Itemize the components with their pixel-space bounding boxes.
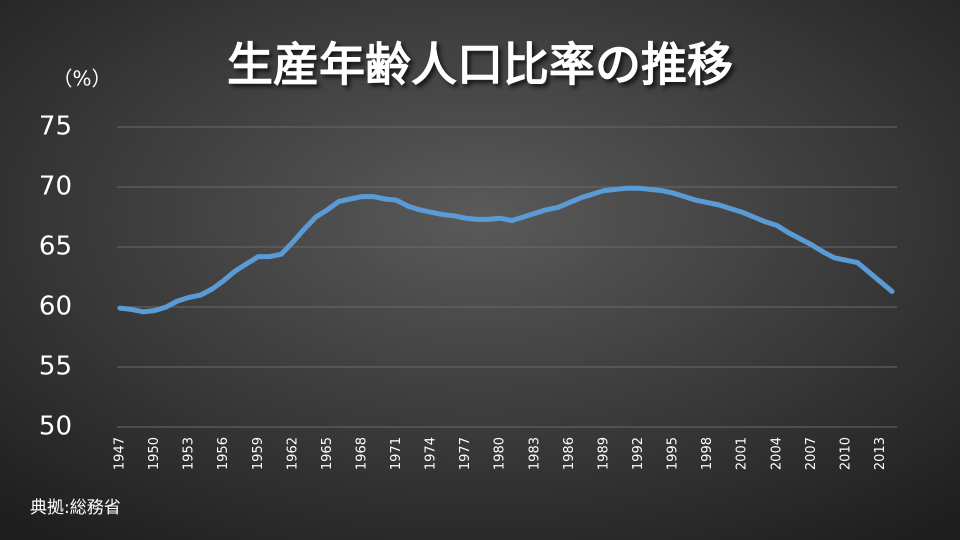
x-tick-label: 2001 (735, 437, 750, 470)
x-tick-label: 2010 (838, 437, 853, 470)
data-line (117, 185, 895, 315)
y-axis-label: （%） (52, 67, 111, 91)
x-tick-label: 1980 (493, 437, 508, 470)
x-tick-label: 1956 (216, 437, 231, 470)
x-tick-label: 1977 (458, 437, 473, 470)
x-tick-label: 2007 (804, 437, 819, 470)
x-tick-label: 2013 (873, 437, 888, 470)
x-tick-label: 1995 (666, 437, 681, 470)
source: 典拠:総務省 (30, 498, 121, 518)
x-tick-label: 1953 (182, 437, 197, 470)
x-tick-label: 1989 (596, 437, 611, 470)
x-tick-label: 2004 (769, 437, 784, 470)
x-tick-label: 1950 (147, 437, 162, 470)
x-tick-label: 1962 (285, 437, 300, 470)
x-tick-label: 1974 (424, 437, 439, 470)
x-tick-label: 1992 (631, 437, 646, 470)
y-tick-label: 70 (39, 172, 72, 202)
y-tick-label: 55 (39, 352, 72, 382)
x-tick-label: 1965 (320, 437, 335, 470)
y-tick-label: 60 (39, 292, 72, 322)
y-tick-label: 75 (39, 112, 72, 142)
x-tick-label: 1947 (113, 437, 128, 470)
x-tick-label: 1986 (562, 437, 577, 470)
chart-title: 生産年齢人口比率の推移 (227, 38, 733, 92)
y-tick-label: 65 (39, 232, 72, 262)
y-tick-label: 50 (39, 412, 72, 442)
x-tick-label: 1968 (354, 437, 369, 470)
x-tick-label: 1971 (389, 437, 404, 470)
x-tick-label: 1998 (700, 437, 715, 470)
x-tick-label: 1959 (251, 437, 266, 470)
x-tick-label: 1983 (527, 437, 542, 470)
